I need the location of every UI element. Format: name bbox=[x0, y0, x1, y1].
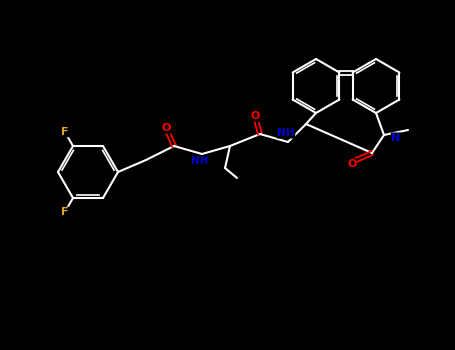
Text: N: N bbox=[391, 133, 400, 143]
Text: O: O bbox=[347, 159, 357, 169]
Text: F: F bbox=[61, 127, 69, 137]
Text: O: O bbox=[162, 123, 171, 133]
Text: NH: NH bbox=[191, 156, 209, 166]
Text: O: O bbox=[250, 111, 260, 121]
Text: NH: NH bbox=[277, 128, 295, 138]
Text: F: F bbox=[61, 207, 69, 217]
